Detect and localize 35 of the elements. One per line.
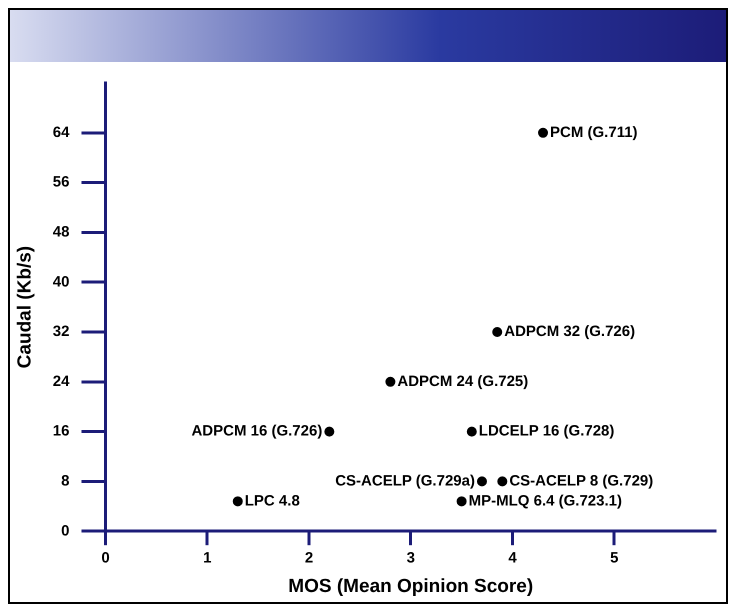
point	[456, 496, 467, 506]
x-tick-label: 4	[508, 549, 518, 566]
x-tick-label: 1	[203, 549, 212, 566]
y-tick-label: 40	[52, 273, 70, 290]
annotation: MP-MLQ 6.4 (G.723.1)	[468, 492, 622, 510]
annotation: CS-ACELP 8 (G.729)	[509, 472, 654, 490]
y-tick-label: 64	[52, 124, 70, 141]
annotation: PCM (G.711)	[550, 124, 638, 141]
annotation: LPC 4.8	[244, 492, 300, 510]
annotation: LDCELP 16 (G.728)	[478, 422, 614, 440]
point	[466, 426, 477, 437]
point	[476, 476, 487, 486]
x-axis-title: MOS (Mean Opinion Score)	[288, 576, 534, 597]
y-tick-label: 8	[61, 472, 70, 490]
point	[492, 327, 502, 337]
y-tick-label: 0	[61, 522, 70, 540]
y-tick-label: 16	[52, 422, 70, 440]
annotation: CS-ACELP (G.729a)	[335, 472, 475, 490]
x-tick-label: 2	[304, 549, 314, 566]
x-tick-label: 0	[101, 549, 110, 566]
y-tick-label: 56	[52, 174, 70, 191]
annotation: ADPCM 24 (G.725)	[397, 372, 528, 390]
x-tick-label: 5	[610, 549, 618, 566]
point	[324, 426, 334, 437]
annotation: ADPCM 16 (G.726)	[191, 422, 322, 440]
y-tick-label: 48	[52, 224, 70, 241]
y-axis-title: Caudal (Kb/s)	[14, 246, 36, 368]
x-tick-label: 3	[406, 549, 415, 566]
y-tick-label: 24	[52, 372, 70, 390]
y-tick-label: 32	[52, 323, 70, 340]
point	[497, 476, 508, 486]
annotation: ADPCM 32 (G.726)	[504, 323, 636, 340]
point	[232, 496, 243, 506]
point	[385, 376, 396, 387]
point	[538, 128, 548, 138]
